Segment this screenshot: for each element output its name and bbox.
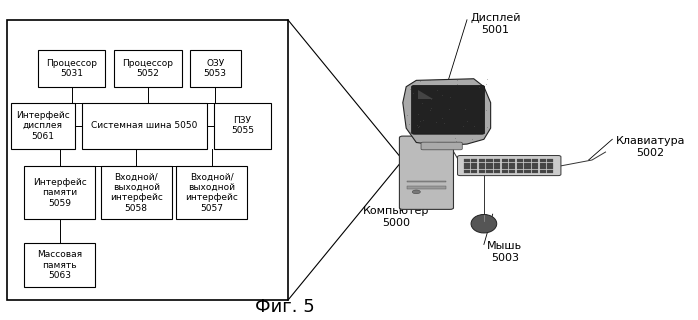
Bar	[494, 159, 500, 162]
Text: Фиг. 5: Фиг. 5	[255, 298, 314, 316]
Bar	[479, 166, 485, 169]
Bar	[190, 50, 241, 87]
Bar	[540, 159, 546, 162]
Text: Интерфейс
дисплея
5061: Интерфейс дисплея 5061	[16, 111, 70, 141]
Text: Входной/
выходной
интерфейс
5057: Входной/ выходной интерфейс 5057	[186, 172, 238, 213]
Text: Интерфейс
памяти
5059: Интерфейс памяти 5059	[33, 178, 87, 208]
Bar	[532, 166, 538, 169]
Bar	[463, 159, 470, 162]
Text: Клавиатура
5002: Клавиатура 5002	[616, 136, 685, 158]
Bar	[479, 159, 485, 162]
Bar	[494, 170, 500, 173]
Bar	[532, 170, 538, 173]
Text: Массовая
память
5063: Массовая память 5063	[37, 250, 82, 280]
Bar	[502, 163, 508, 165]
Bar	[540, 166, 546, 169]
Bar	[547, 166, 554, 169]
Text: Компьютер
5000: Компьютер 5000	[363, 206, 429, 228]
FancyBboxPatch shape	[399, 136, 454, 209]
Polygon shape	[418, 90, 433, 100]
Bar	[463, 163, 470, 165]
Bar	[540, 170, 546, 173]
Bar	[24, 166, 96, 219]
FancyBboxPatch shape	[412, 85, 484, 134]
Bar	[510, 166, 515, 169]
Bar	[524, 166, 530, 169]
Bar	[82, 103, 207, 149]
Bar	[547, 159, 554, 162]
Polygon shape	[436, 142, 455, 146]
Text: Процессор
5052: Процессор 5052	[123, 59, 174, 78]
Bar	[524, 170, 530, 173]
Text: Системная шина 5050: Системная шина 5050	[91, 121, 198, 130]
Text: ПЗУ
5055: ПЗУ 5055	[231, 116, 254, 135]
Text: Входной/
выходной
интерфейс
5058: Входной/ выходной интерфейс 5058	[110, 172, 163, 213]
Bar	[487, 166, 493, 169]
Bar	[532, 163, 538, 165]
Bar	[114, 50, 181, 87]
FancyBboxPatch shape	[421, 142, 462, 150]
Bar	[494, 163, 500, 165]
Bar	[487, 170, 493, 173]
Bar	[101, 166, 172, 219]
Bar	[547, 170, 554, 173]
Bar	[502, 170, 508, 173]
Bar	[407, 181, 446, 182]
Bar	[8, 20, 288, 300]
Bar	[547, 163, 554, 165]
FancyBboxPatch shape	[457, 156, 561, 176]
Polygon shape	[403, 79, 491, 146]
Bar	[524, 159, 530, 162]
Text: Процессор
5031: Процессор 5031	[46, 59, 97, 78]
Ellipse shape	[471, 214, 497, 233]
Bar	[463, 166, 470, 169]
Bar	[517, 163, 523, 165]
Bar	[487, 163, 493, 165]
Bar	[517, 159, 523, 162]
Ellipse shape	[413, 190, 420, 194]
Bar	[471, 166, 477, 169]
Bar	[479, 163, 485, 165]
Bar	[463, 170, 470, 173]
Bar	[11, 103, 75, 149]
Bar	[407, 186, 446, 189]
Bar	[510, 163, 515, 165]
Bar	[487, 159, 493, 162]
Text: ОЗУ
5053: ОЗУ 5053	[204, 59, 227, 78]
Bar	[471, 159, 477, 162]
Bar	[510, 170, 515, 173]
Bar	[494, 166, 500, 169]
Bar	[502, 166, 508, 169]
Bar	[540, 163, 546, 165]
Bar	[510, 159, 515, 162]
Text: Дисплей
5001: Дисплей 5001	[470, 13, 521, 35]
Bar	[524, 163, 530, 165]
Bar	[517, 166, 523, 169]
Bar	[177, 166, 247, 219]
Bar	[502, 159, 508, 162]
Bar	[471, 163, 477, 165]
Bar	[214, 103, 271, 149]
Bar	[471, 170, 477, 173]
Bar	[24, 243, 96, 287]
Bar	[517, 170, 523, 173]
Bar	[38, 50, 105, 87]
Text: Мышь
5003: Мышь 5003	[487, 241, 522, 263]
Bar	[532, 159, 538, 162]
Bar	[479, 170, 485, 173]
